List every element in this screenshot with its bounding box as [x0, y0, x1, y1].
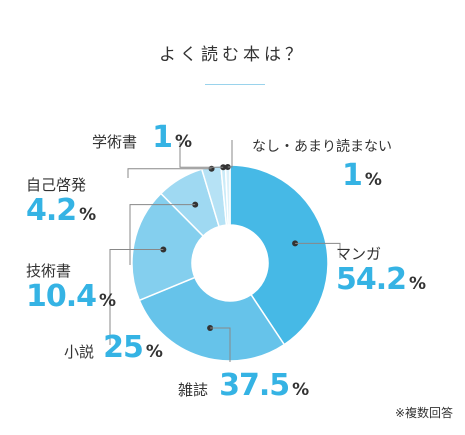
leader-line-gakujutsusho: [179, 142, 224, 168]
label-jikokeihatsu-name: 自己啓発: [26, 176, 87, 194]
label-gijutsusho-unit: %: [99, 291, 117, 311]
label-zasshi-unit: %: [292, 380, 310, 400]
leader-line-zasshi: [210, 327, 231, 362]
label-jikokeihatsu-value: 4.2: [26, 193, 77, 228]
leader-line-nashi: [227, 140, 233, 168]
label-shousetsu: 小説 25%: [64, 330, 163, 365]
label-manga: マンガ 54.2%: [336, 243, 426, 297]
label-zasshi: 雑誌 37.5%: [178, 368, 309, 403]
label-gakujutsusho-name: 学術書: [92, 133, 138, 151]
label-manga-name: マンガ: [336, 245, 382, 263]
chart-title: よく読む本は？: [159, 45, 306, 65]
label-nashi-name: なし・あまり読まない: [252, 139, 392, 155]
label-zasshi-name: 雑誌: [178, 381, 209, 399]
leader-line-gijutsusho: [129, 204, 196, 265]
label-gakujutsusho-unit: %: [174, 132, 193, 152]
label-shousetsu-value: 25: [103, 330, 144, 365]
leader-line-shousetsu: [109, 249, 164, 345]
leader-line-jikokeihatsu: [127, 168, 212, 178]
label-gakujutsusho: 学術書 1%: [92, 120, 192, 155]
footnote: ※複数回答: [394, 406, 453, 420]
label-gijutsusho: 技術書 10.4%: [26, 260, 116, 314]
label-nashi: なし・あまり読まない 1%: [252, 136, 392, 193]
title-underline: [205, 84, 265, 85]
label-nashi-value: 1: [342, 158, 363, 193]
label-jikokeihatsu: 自己啓発 4.2%: [26, 174, 96, 228]
label-jikokeihatsu-unit: %: [79, 205, 97, 225]
slice-shousetsu: [131, 192, 205, 302]
label-gakujutsusho-value: 1: [152, 120, 173, 155]
label-gijutsusho-name: 技術書: [26, 262, 72, 280]
label-nashi-unit: %: [364, 170, 382, 190]
label-gijutsusho-value: 10.4: [26, 279, 97, 314]
slice-zasshi: [138, 276, 286, 362]
label-shousetsu-name: 小説: [64, 343, 95, 361]
label-manga-unit: %: [409, 274, 427, 294]
label-zasshi-value: 37.5: [219, 368, 290, 403]
label-shousetsu-unit: %: [145, 342, 163, 362]
leader-line-manga: [295, 242, 341, 258]
label-manga-value: 54.2: [336, 262, 407, 297]
